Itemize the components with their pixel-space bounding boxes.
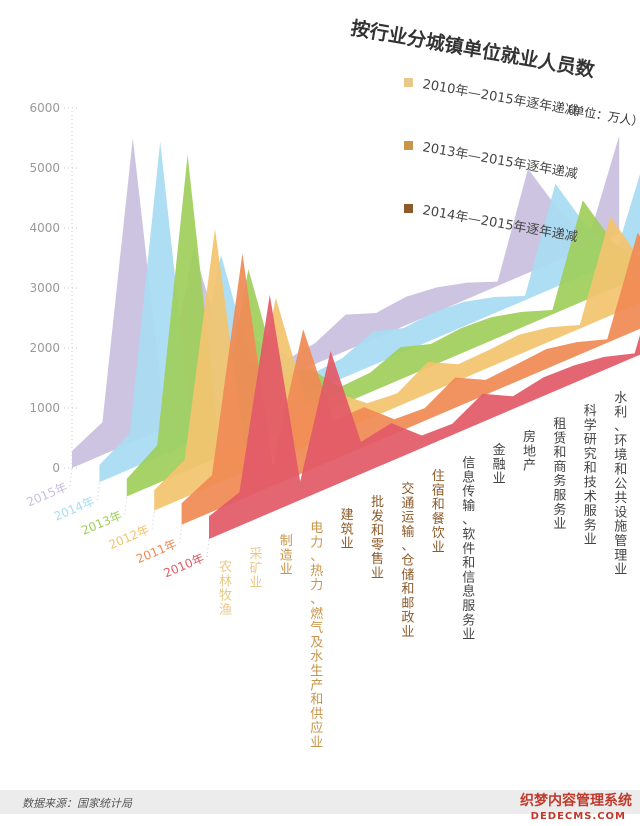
category-label: 农林牧渔 <box>219 560 232 618</box>
category-label: 采矿业 <box>249 547 262 591</box>
category-label: 信息传输、软件和信息服务业 <box>462 456 475 643</box>
category-label: 科学研究和技术服务业 <box>584 404 597 548</box>
chart-title: 按行业分城镇单位就业人员数 <box>349 16 597 82</box>
legend-swatch <box>404 141 413 150</box>
y-tick-label: 2000 <box>29 341 60 355</box>
category-label: 租赁和商务服务业 <box>553 417 566 532</box>
y-tick-label: 6000 <box>29 101 60 115</box>
legend-swatch <box>404 78 413 87</box>
y-tick-label: 4000 <box>29 221 60 235</box>
series-area-2010年 <box>209 294 640 539</box>
category-label: 制造业 <box>280 534 293 578</box>
legend-swatch <box>404 204 413 213</box>
legend-label: 2010年—2015年逐年递减 <box>421 77 578 119</box>
category-label: 住宿和餐饮业 <box>432 469 445 556</box>
category-label: 房地产 <box>523 429 536 474</box>
legend-label: 2013年—2015年逐年递减 <box>421 140 578 182</box>
category-label: 批发和零售业 <box>371 495 384 582</box>
category-label: 交通运输、仓储和邮政业 <box>401 481 414 640</box>
series-leader <box>124 496 128 515</box>
series-leader <box>179 524 183 543</box>
y-tick-label: 5000 <box>29 161 60 175</box>
category-label: 建筑业 <box>341 508 354 552</box>
series-leader <box>96 482 100 501</box>
series-label: 2013年 <box>79 508 124 538</box>
y-tick-label: 1000 <box>29 401 60 415</box>
y-tick-label: 0 <box>52 461 60 475</box>
category-label: 金融业 <box>493 442 506 487</box>
category-label: 电力、热力、燃气及水生产和供应业 <box>310 521 323 751</box>
source-note: 数据来源：国家统计局 <box>22 797 132 810</box>
watermark-url: DEDECMS.COM <box>530 811 626 822</box>
category-label: 水利、环境和公共设施管理业 <box>614 391 627 578</box>
y-tick-label: 3000 <box>29 281 60 295</box>
legend: 按行业分城镇单位就业人员数（单位：万人）2010年—2015年逐年递减2013年… <box>349 16 640 245</box>
footer: 数据来源：国家统计局 织梦内容管理系统 <box>0 790 640 814</box>
series-label: 2012年 <box>107 522 152 552</box>
series-label: 2015年 <box>25 480 70 510</box>
series-label: 2010年 <box>162 551 207 581</box>
series-leader <box>206 538 210 558</box>
series-leader <box>69 467 73 487</box>
watermark: 织梦内容管理系统 <box>520 793 632 809</box>
axis-layer: 0 1000 2000 3000 4000 5000 6000 <box>29 101 78 475</box>
series-layer <box>72 135 640 539</box>
series-leader <box>151 510 155 529</box>
series-area-2011年 <box>181 232 640 525</box>
series-label: 2014年 <box>52 494 97 524</box>
series-label: 2011年 <box>134 537 179 567</box>
